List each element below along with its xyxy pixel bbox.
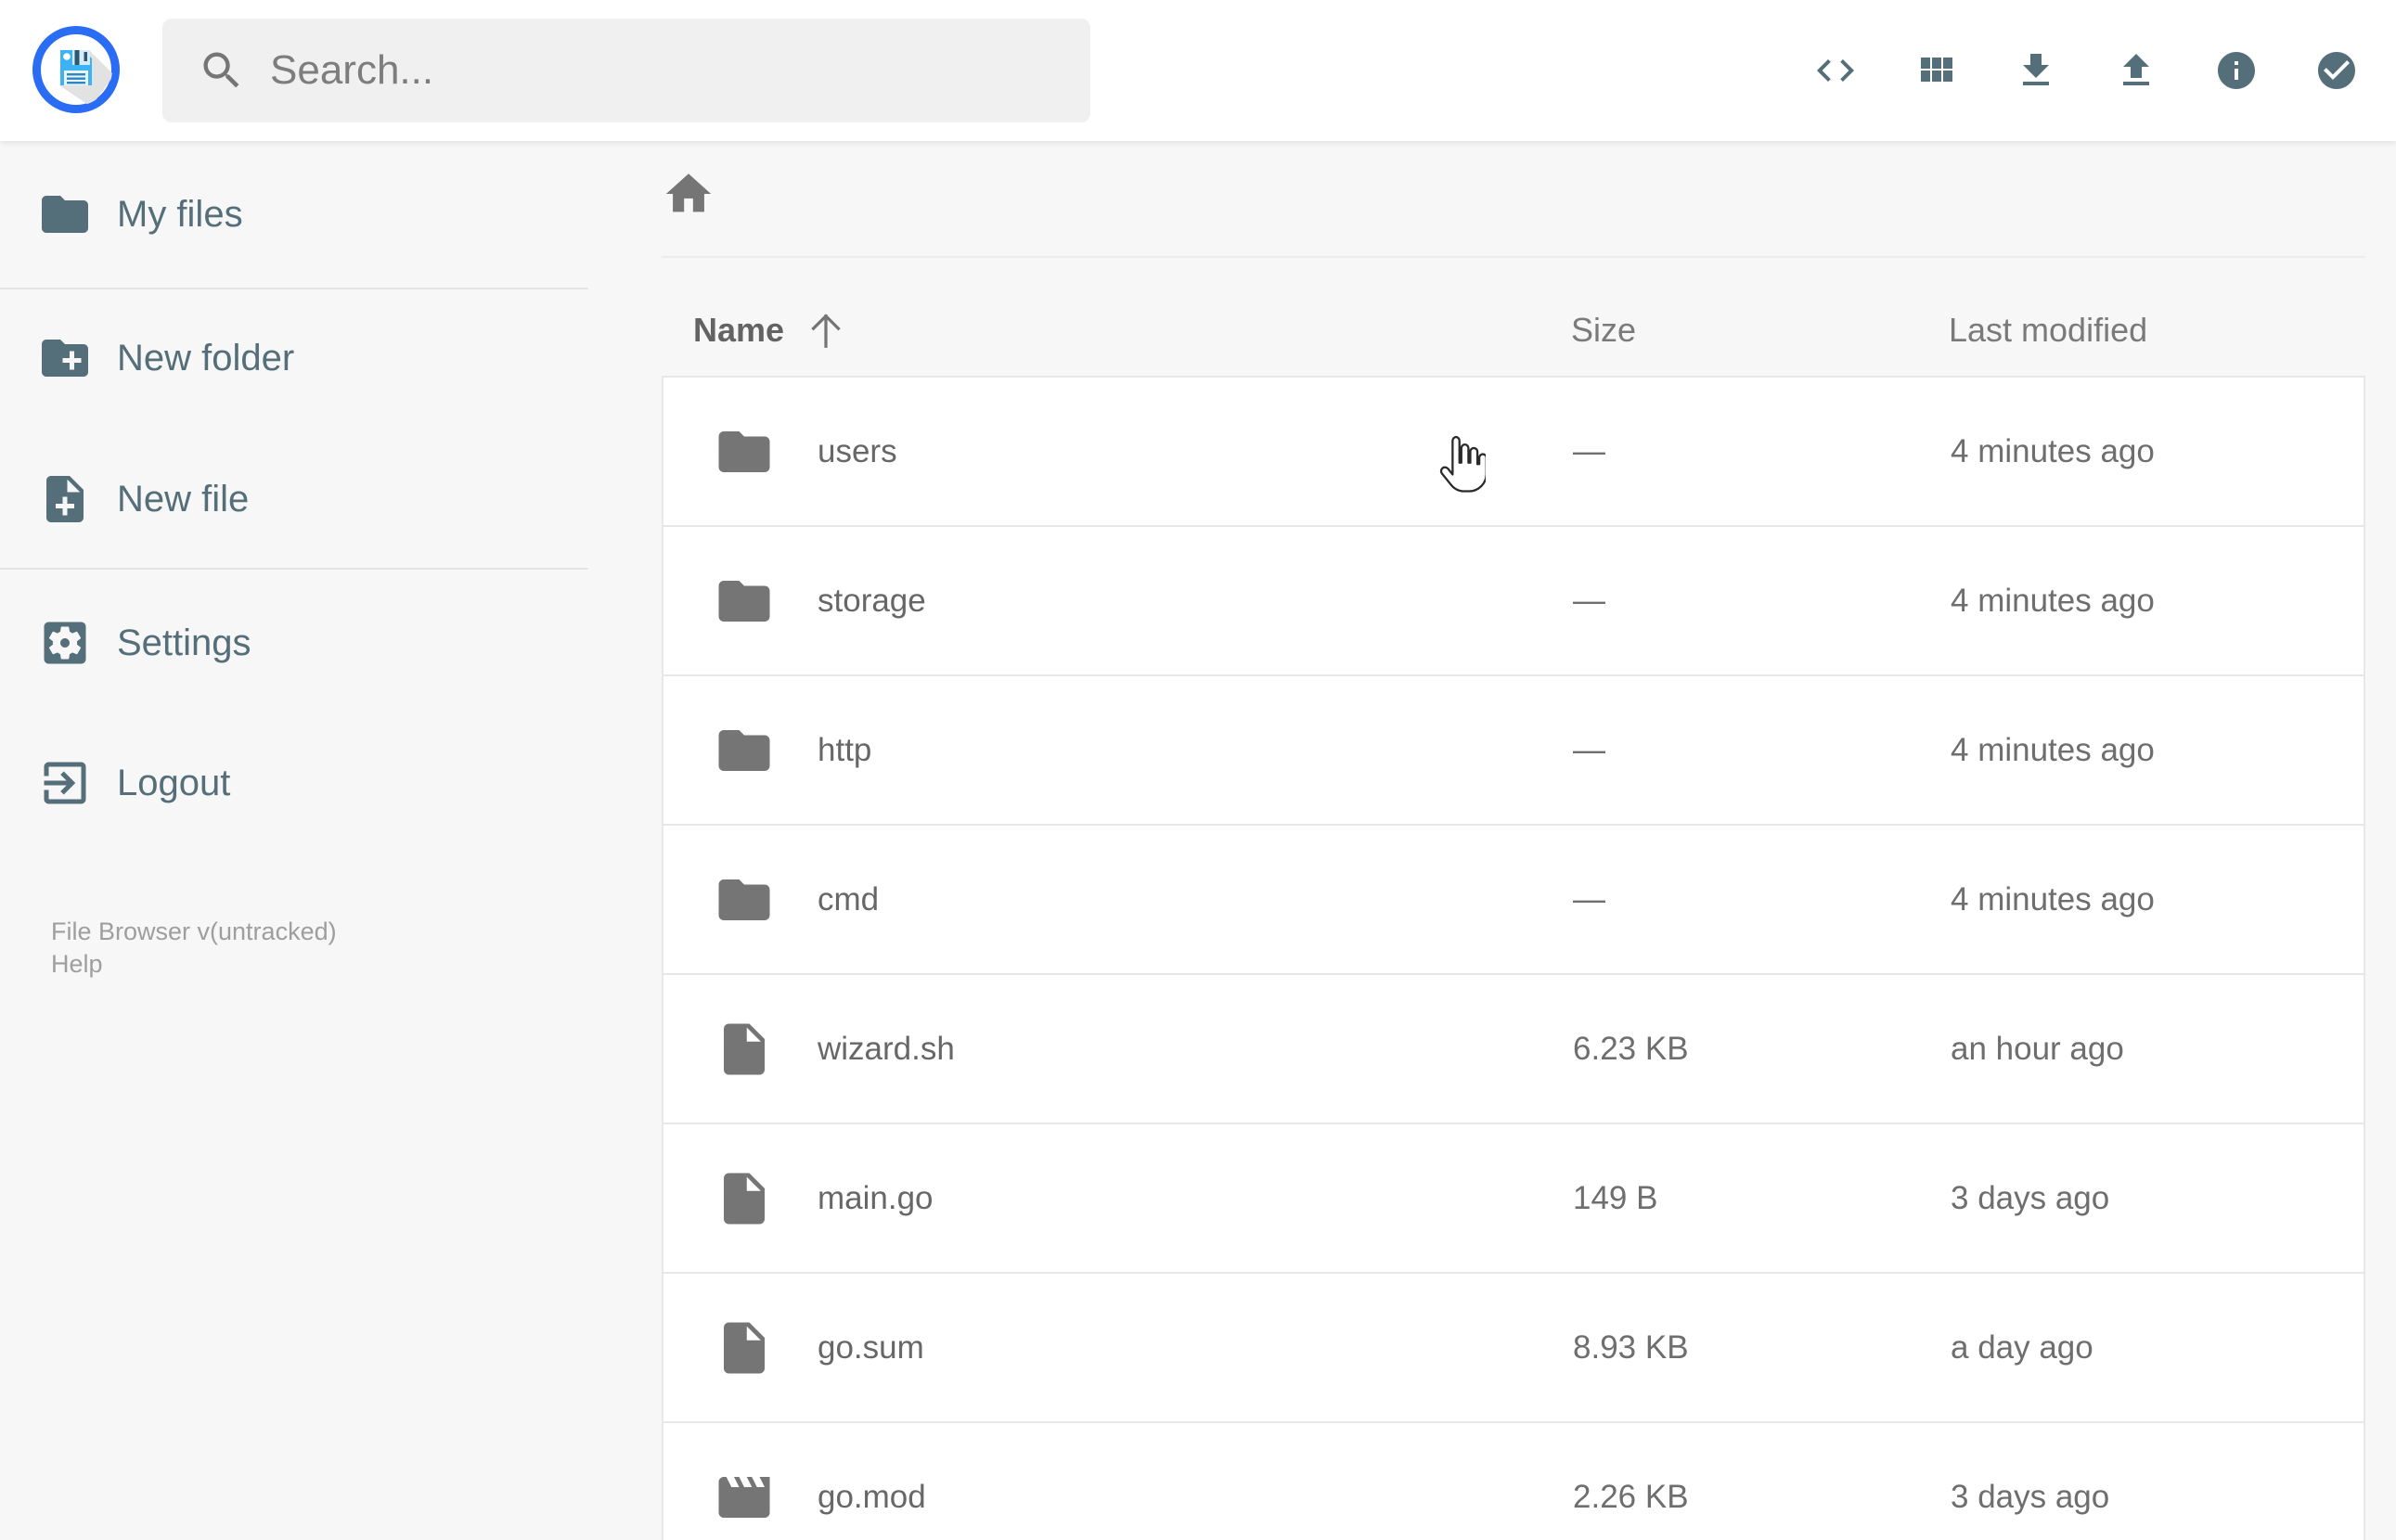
file-modified: an hour ago [1951, 1030, 2124, 1067]
file-listing: users — 4 minutes ago storage — 4 minute… [662, 376, 2365, 1540]
folder-icon [714, 869, 775, 930]
file-modified: 4 minutes ago [1951, 582, 2155, 619]
sidebar-footer: File Browser v(untracked) Help [51, 916, 337, 981]
sidebar-item-new-file[interactable]: New file [0, 470, 588, 528]
sidebar-item-my-files[interactable]: My files [0, 186, 588, 243]
file-row-users[interactable]: users — 4 minutes ago [663, 378, 2364, 527]
file-name: main.go [818, 1179, 934, 1216]
file-row-cmd[interactable]: cmd — 4 minutes ago [663, 826, 2364, 975]
file-size: — [1573, 731, 1605, 768]
file-row-go-sum[interactable]: go.sum 8.93 KB a day ago [663, 1274, 2364, 1423]
sidebar-item-label: My files [117, 193, 243, 235]
select-multiple-icon [2314, 48, 2359, 93]
sidebar-item-label: Logout [117, 762, 231, 803]
breadcrumb-home-button[interactable] [662, 167, 715, 221]
file-size: 149 B [1573, 1179, 1658, 1216]
file-row-wizard-sh[interactable]: wizard.sh 6.23 KB an hour ago [663, 975, 2364, 1124]
info-button[interactable] [2214, 48, 2259, 93]
file-row-go-mod[interactable]: go.mod 2.26 KB 3 days ago [663, 1423, 2364, 1540]
search-icon [198, 46, 246, 95]
code-icon [1813, 48, 1858, 93]
search-bar[interactable] [162, 19, 1090, 122]
listing-column-headers: Name Size Last modified [662, 299, 2365, 362]
folder-icon [714, 421, 775, 482]
folder-icon [37, 186, 93, 242]
upload-button[interactable] [2114, 48, 2158, 93]
filebrowser-logo[interactable] [32, 25, 121, 114]
folder-icon [714, 571, 775, 632]
sidebar-item-label: New folder [117, 337, 295, 379]
file-modified: 3 days ago [1951, 1478, 2110, 1515]
file-name: users [818, 432, 897, 469]
file-name: go.mod [818, 1478, 926, 1515]
file-modified: 4 minutes ago [1951, 731, 2155, 768]
file-size: 8.93 KB [1573, 1328, 1689, 1366]
folder-icon [714, 720, 775, 781]
sidebar-item-label: New file [117, 478, 250, 520]
grid-view-icon [1913, 48, 1958, 93]
settings-icon [37, 615, 93, 671]
column-header-name[interactable]: Name [662, 309, 1571, 352]
file-name: go.sum [818, 1328, 924, 1366]
file-row-http[interactable]: http — 4 minutes ago [663, 676, 2364, 826]
file-name: storage [818, 582, 926, 619]
version-link[interactable]: File Browser v(untracked) [51, 918, 337, 945]
sidebar-item-logout[interactable]: Logout [0, 754, 588, 812]
file-name: wizard.sh [818, 1030, 955, 1067]
movie-file-icon [714, 1467, 775, 1528]
file-size: 6.23 KB [1573, 1030, 1689, 1067]
breadcrumb-divider [662, 256, 2365, 258]
file-icon [714, 1019, 775, 1080]
sidebar-divider [0, 288, 588, 289]
column-header-size[interactable]: Size [1571, 311, 1637, 349]
sidebar: My files New folder New file Settings Lo… [0, 141, 588, 1540]
file-modified: a day ago [1951, 1328, 2093, 1366]
file-row-main-go[interactable]: main.go 149 B 3 days ago [663, 1124, 2364, 1274]
column-header-modified[interactable]: Last modified [1949, 311, 2148, 349]
code-view-button[interactable] [1813, 48, 1858, 93]
help-link[interactable]: Help [51, 950, 103, 978]
file-modified: 4 minutes ago [1951, 432, 2155, 469]
header-action-buttons [1813, 48, 2359, 93]
file-modified: 3 days ago [1951, 1179, 2110, 1216]
search-input[interactable] [246, 19, 1090, 122]
sidebar-item-new-folder[interactable]: New folder [0, 329, 588, 387]
download-icon [2014, 48, 2058, 93]
file-listing-area: Name Size Last modified users — 4 minute… [662, 141, 2365, 1540]
switch-view-button[interactable] [1913, 48, 1958, 93]
sidebar-item-settings[interactable]: Settings [0, 614, 588, 672]
file-name: cmd [818, 880, 880, 918]
logout-icon [37, 755, 93, 811]
top-header-bar [0, 0, 2396, 141]
select-multiple-button[interactable] [2314, 48, 2359, 93]
upload-icon [2114, 48, 2158, 93]
home-icon [662, 167, 715, 221]
sort-ascending-arrow-icon [805, 309, 847, 352]
file-size: — [1573, 582, 1605, 619]
sidebar-item-label: Settings [117, 622, 251, 663]
download-button[interactable] [2014, 48, 2058, 93]
file-size: — [1573, 880, 1605, 918]
info-icon [2214, 48, 2259, 93]
file-size: — [1573, 432, 1605, 469]
sidebar-divider [0, 568, 588, 570]
file-row-storage[interactable]: storage — 4 minutes ago [663, 527, 2364, 676]
new-file-icon [37, 471, 93, 527]
file-name: http [818, 731, 872, 768]
file-icon [714, 1317, 775, 1379]
file-modified: 4 minutes ago [1951, 880, 2155, 918]
new-folder-icon [37, 330, 93, 386]
file-size: 2.26 KB [1573, 1478, 1689, 1515]
file-icon [714, 1168, 775, 1229]
